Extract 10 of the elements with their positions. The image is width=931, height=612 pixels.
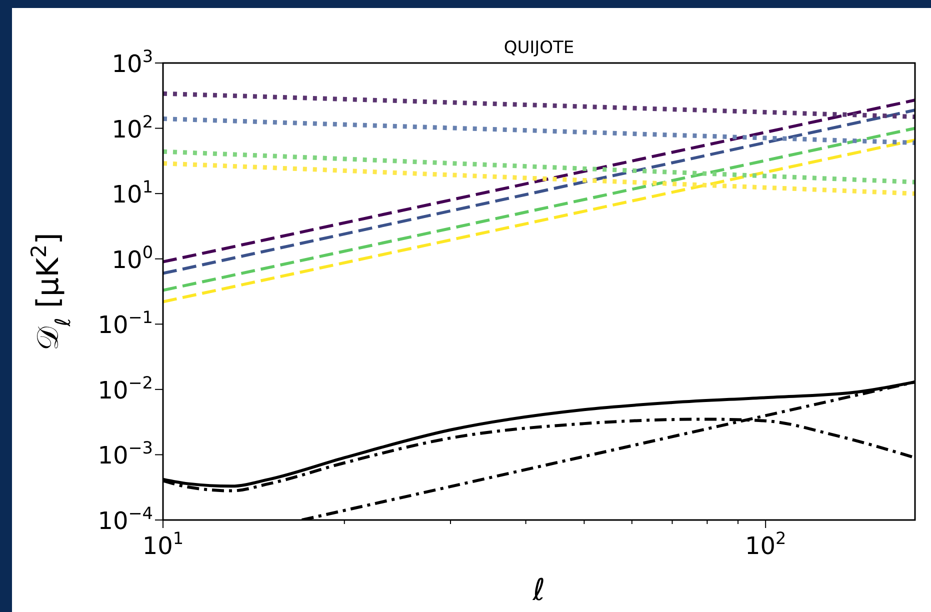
y-tick-label: 10$^{2}$ <box>112 111 153 144</box>
x-axis-title: ℓ <box>532 573 546 608</box>
y-tick-label: 10$^{0}$ <box>112 242 153 274</box>
y-tick-label: 10$^{−3}$ <box>98 438 153 470</box>
y-tick-label: 10$^{3}$ <box>112 46 153 78</box>
y-tick-label: 10$^{−4}$ <box>98 503 153 535</box>
y-tick-label: 10$^{−1}$ <box>98 307 153 340</box>
y-tick-label: 10$^{1}$ <box>112 176 153 209</box>
chart-title: QUIJOTE <box>504 38 574 58</box>
y-tick-label: 10$^{−2}$ <box>98 372 153 404</box>
